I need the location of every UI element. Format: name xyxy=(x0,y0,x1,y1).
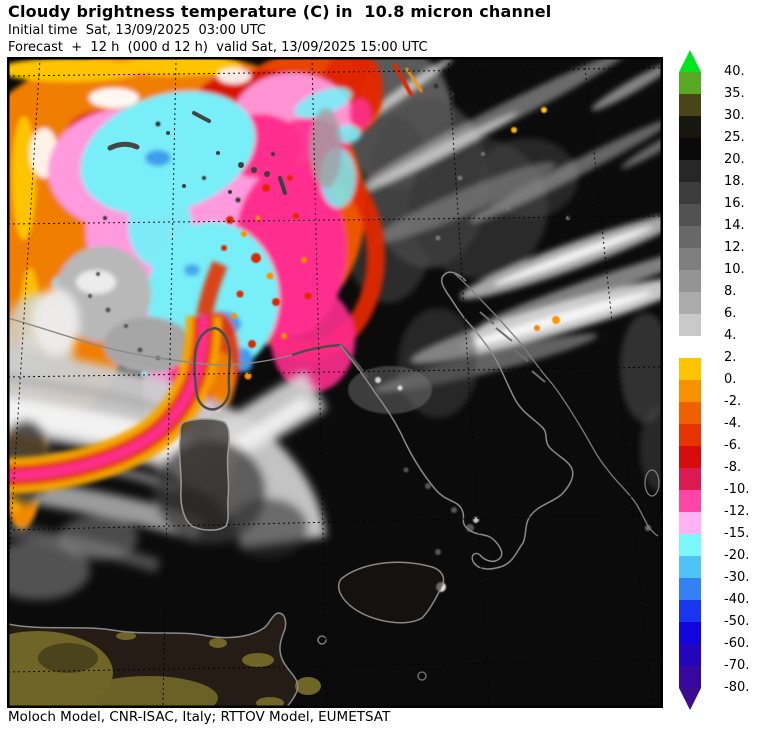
colorbar-segment xyxy=(679,578,701,600)
colorbar-tick-label: -10. xyxy=(724,482,750,497)
colorbar-segment xyxy=(679,314,701,336)
colorbar-segment xyxy=(679,600,701,622)
colorbar-tick-label: -8. xyxy=(724,460,742,475)
colorbar-tick-label: 18. xyxy=(724,174,745,189)
colorbar-tick-label: -2. xyxy=(724,394,742,409)
page-title: Cloudy brightness temperature (C) in 10.… xyxy=(8,2,552,21)
colorbar-tick-label: 16. xyxy=(724,196,745,211)
map-border xyxy=(8,58,662,707)
colorbar-segment xyxy=(679,248,701,270)
croatia-islands xyxy=(479,311,546,383)
coastline-africa xyxy=(8,612,299,707)
colorbar-tick-label: -6. xyxy=(724,438,742,453)
colorbar-segment xyxy=(679,116,701,138)
cold-front-band xyxy=(8,260,228,494)
africa-land xyxy=(8,612,321,707)
coastline-france xyxy=(8,317,293,366)
colorbar-segments xyxy=(679,72,701,688)
colorbar-tick-label: 8. xyxy=(724,284,737,299)
colorbar-tick-label: 25. xyxy=(724,130,745,145)
coastline-corsica xyxy=(193,326,231,411)
cirrus-cloud-layer xyxy=(338,58,662,490)
colorbar-tick-label: 14. xyxy=(724,218,745,233)
colorbar-tick-label: -70. xyxy=(724,658,750,673)
colorbar-ticks: 40. 35. 30. 25. 20. 18. 16. 14. 12. 10. 8. 6. 4. 2. 0.… xyxy=(724,0,760,731)
colorbar-segment xyxy=(679,160,701,182)
coastline-adriatic-east xyxy=(453,272,659,537)
colorbar-segment xyxy=(679,182,701,204)
colorbar-segment xyxy=(679,292,701,314)
colorbar-tick-label: 40. xyxy=(724,64,745,79)
colorbar-segment xyxy=(679,94,701,116)
colorbar-tick-label: -50. xyxy=(724,614,750,629)
graticule xyxy=(8,58,662,707)
coastline-sardinia xyxy=(178,418,230,531)
colorbar-tick-label: 12. xyxy=(724,240,745,255)
colorbar-segment xyxy=(679,270,701,292)
colorbar-segment xyxy=(679,666,701,688)
colorbar-segment xyxy=(679,468,701,490)
colorbar-segment xyxy=(679,358,701,380)
coastline-pantelleria xyxy=(317,635,327,645)
colorbar-segment xyxy=(679,226,701,248)
colorbar-segment xyxy=(679,556,701,578)
colorbar-segment xyxy=(679,446,701,468)
colorbar-over-arrow xyxy=(679,50,701,72)
colorbar-tick-label: 6. xyxy=(724,306,737,321)
colorbar-segment xyxy=(679,622,701,644)
init-time-line: Initial time Sat, 13/09/2025 03:00 UTC xyxy=(8,23,266,38)
colorbar-segment xyxy=(679,534,701,556)
colorbar-segment xyxy=(679,336,701,358)
colorbar-segment xyxy=(679,402,701,424)
colorbar-segment xyxy=(679,512,701,534)
colorbar xyxy=(679,50,701,710)
colorbar-tick-label: -30. xyxy=(724,570,750,585)
colorbar-tick-label: 30. xyxy=(724,108,745,123)
colorbar-segment xyxy=(679,490,701,512)
map-canvas xyxy=(8,58,662,707)
colorbar-tick-label: 20. xyxy=(724,152,745,167)
satellite-map xyxy=(7,57,663,708)
colorbar-tick-label: 0. xyxy=(724,372,737,387)
colorbar-tick-label: 2. xyxy=(724,350,737,365)
alpine-lakes xyxy=(107,111,287,195)
colorbar-segment xyxy=(679,424,701,446)
coastline-sicily xyxy=(337,561,445,624)
credit-line: Moloch Model, CNR-ISAC, Italy; RTTOV Mod… xyxy=(8,709,391,725)
colorbar-segment xyxy=(679,72,701,94)
colorbar-tick-label: -15. xyxy=(724,526,750,541)
colorbar-tick-label: 4. xyxy=(724,328,737,343)
colorbar-under-arrow xyxy=(679,688,701,710)
colorbar-segment xyxy=(679,138,701,160)
colorbar-segment xyxy=(679,644,701,666)
colorbar-segment xyxy=(679,380,701,402)
colorbar-segment xyxy=(679,204,701,226)
colorbar-tick-label: -12. xyxy=(724,504,750,519)
colorbar-tick-label: -60. xyxy=(724,636,750,651)
colorbar-tick-label: -40. xyxy=(724,592,750,607)
colorbar-tick-label: -80. xyxy=(724,680,750,695)
forecast-valid-line: Forecast + 12 h (000 d 12 h) valid Sat, … xyxy=(8,40,428,55)
colorbar-tick-label: -20. xyxy=(724,548,750,563)
coastline-layer xyxy=(8,271,660,681)
coastline-corfu xyxy=(644,469,660,497)
coastline-italy xyxy=(339,271,574,570)
coastline-malta xyxy=(417,671,427,681)
colorbar-tick-label: 35. xyxy=(724,86,745,101)
colorbar-tick-label: 10. xyxy=(724,262,745,277)
colorbar-tick-label: -4. xyxy=(724,416,742,431)
